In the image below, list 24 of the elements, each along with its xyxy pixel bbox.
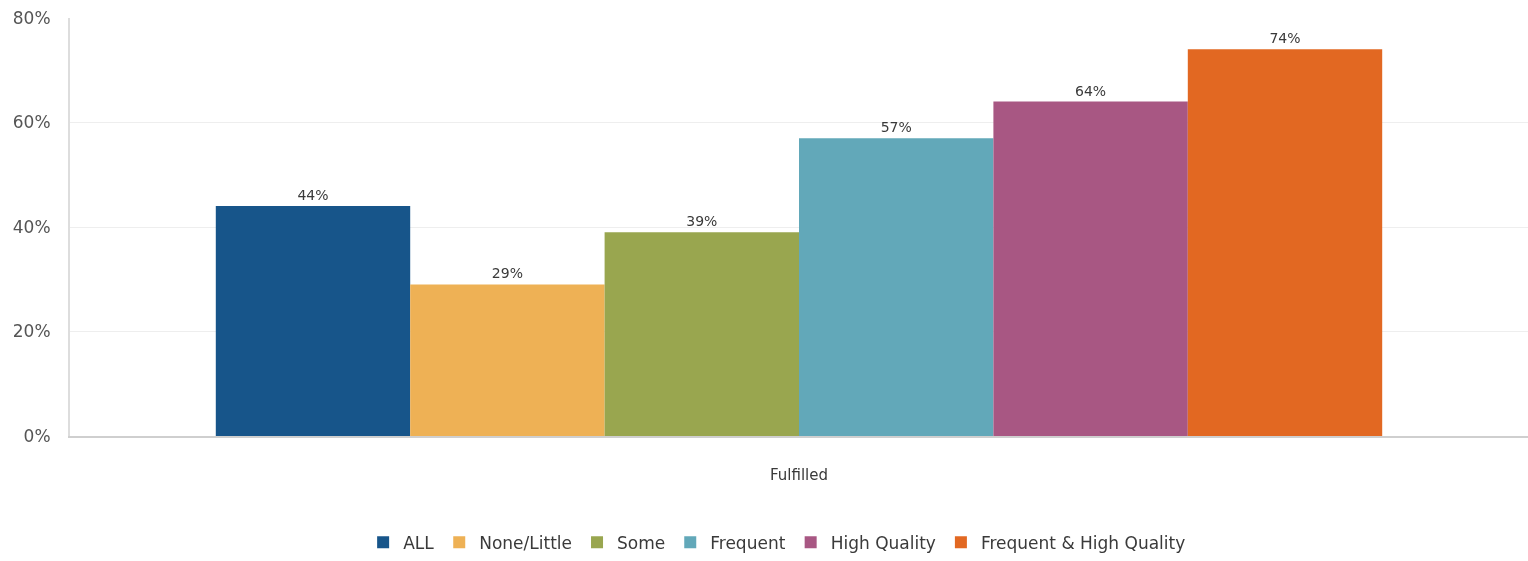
legend-label: Frequent	[710, 532, 786, 553]
y-tick-label: 80%	[12, 7, 51, 28]
data-label: 29%	[491, 265, 523, 282]
data-label: 39%	[686, 213, 718, 230]
legend-label: High Quality	[830, 532, 936, 553]
y-tick-label: 20%	[12, 321, 51, 342]
legend-label: Frequent & High Quality	[980, 532, 1186, 553]
bar	[410, 284, 605, 436]
bar	[993, 101, 1188, 436]
y-tick-label: 40%	[12, 216, 51, 237]
legend-label: ALL	[403, 532, 435, 553]
legend-label: Some	[617, 532, 666, 553]
data-label: 64%	[1075, 82, 1107, 99]
y-tick-label: 60%	[12, 112, 51, 133]
bar	[1187, 49, 1383, 436]
data-label: 44%	[297, 187, 329, 204]
y-tick-label: 0%	[23, 425, 51, 446]
legend-label: None/Little	[479, 532, 573, 553]
data-label: 74%	[1269, 30, 1301, 47]
data-label: 57%	[880, 119, 912, 136]
x-tick-label: Fulfilled	[769, 466, 829, 484]
bar	[215, 206, 411, 436]
bar	[604, 232, 799, 436]
bar	[799, 138, 994, 436]
